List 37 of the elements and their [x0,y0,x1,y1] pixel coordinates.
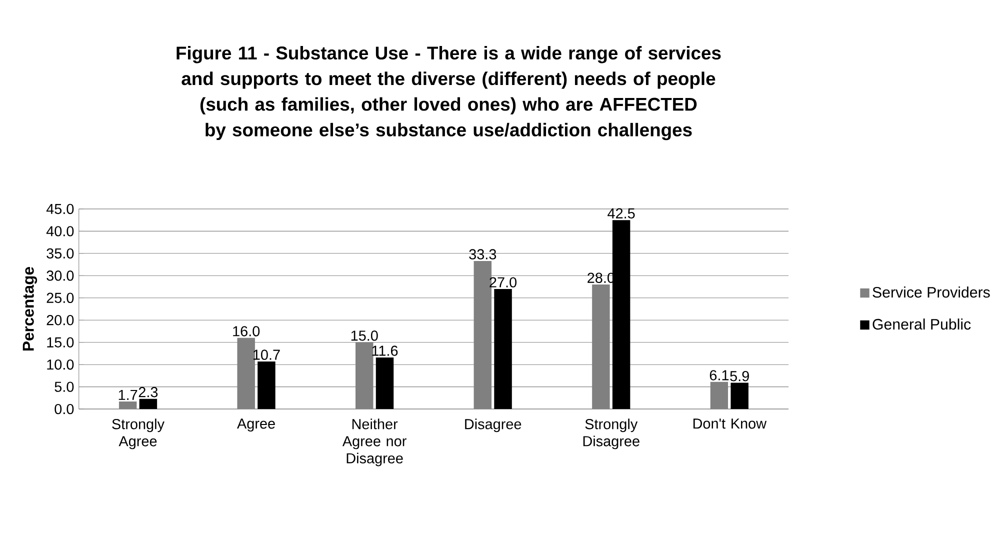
data-label: 16.0 [233,326,260,336]
x-tick-label: Disagree [465,418,522,432]
data-label: 5.9 [730,370,749,382]
data-label: 33.3 [469,249,496,260]
y-tick-label: 35.0 [46,248,74,258]
y-tick-label: 20.0 [46,314,74,326]
bar [612,220,630,409]
legend-label: Service Providers [872,286,990,298]
bar [494,288,512,409]
data-label: 11.6 [372,346,398,356]
data-label: 6.1 [710,370,729,380]
legend-label: General Public [872,318,971,330]
y-tick-label: 25.0 [46,292,74,303]
data-label: 10.7 [253,350,280,360]
y-tick-label: 45.0 [46,204,74,214]
x-tick-label: Strongly Disagree [583,418,640,450]
data-label: 2.3 [138,386,158,398]
y-tick-label: 15.0 [47,337,74,348]
y-axis-title: Percentage [22,266,38,350]
data-label: 15.0 [351,330,378,341]
data-label: 42.5 [608,208,635,218]
bar [730,382,748,409]
y-tick-label: 40.0 [46,226,74,236]
x-tick-label: Neither Agree nor Disagree [342,418,406,466]
bar [139,398,158,409]
x-tick-label: Don't Know [693,418,767,429]
y-tick-label: 5.0 [54,382,74,392]
bar [376,357,394,409]
chart-title: Figure 11 - Substance Use - There is a wide range of services and supports to meet the diverse (different) needs of people (such as families, other loved ones) who are AFFECTED by someone else’s substance use/addiction challenges [176,46,721,140]
x-tick-label: Agree [237,418,275,432]
data-label: 1.7 [118,390,138,400]
y-tick-label: 0.0 [54,404,74,414]
x-tick-label: Strongly Agree [112,418,164,450]
y-tick-label: 30.0 [46,270,74,281]
bar [258,361,276,409]
data-label: 27.0 [490,277,517,288]
y-tick-label: 10.0 [47,359,74,370]
